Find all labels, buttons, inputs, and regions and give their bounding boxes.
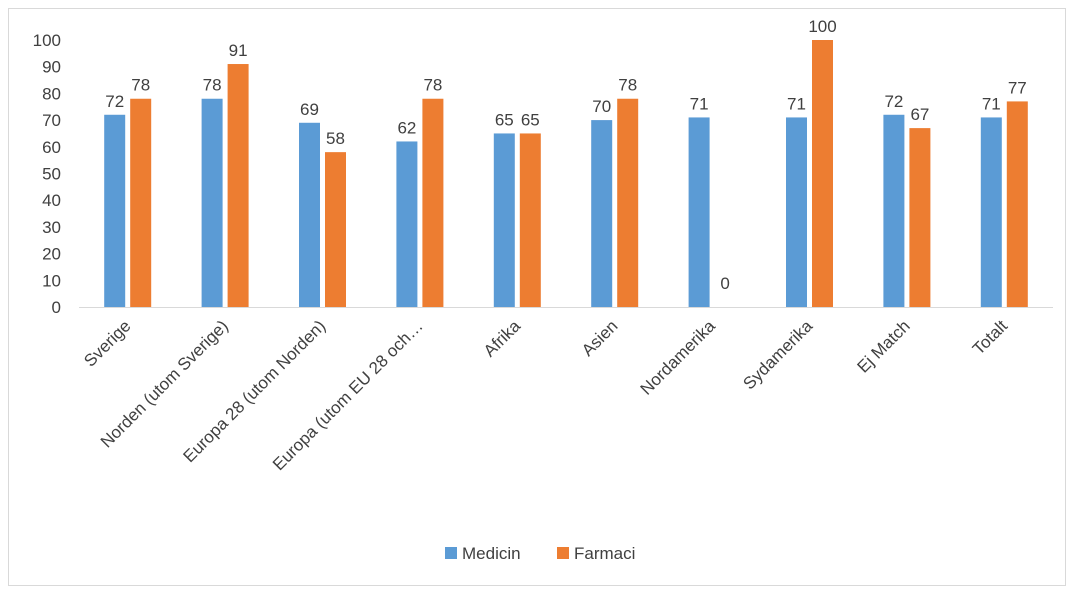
y-tick-label: 100 [33, 31, 61, 50]
data-label-medicin: 65 [495, 110, 514, 129]
legend-swatch-medicin [445, 547, 457, 559]
data-label-farmaci: 78 [618, 76, 637, 95]
y-tick-label: 0 [52, 298, 61, 317]
x-tick-label: Sverige [80, 316, 134, 370]
data-label-medicin: 70 [592, 97, 611, 116]
y-tick-label: 10 [42, 271, 61, 290]
data-label-farmaci: 77 [1008, 78, 1027, 97]
data-label-farmaci: 67 [910, 105, 929, 124]
bar-medicin [980, 117, 1002, 308]
bar-farmaci [422, 98, 444, 308]
bar-medicin [396, 141, 418, 307]
bar-farmaci [1006, 101, 1028, 307]
x-tick-label: Nordamerika [637, 316, 720, 399]
data-label-farmaci: 0 [720, 274, 729, 293]
legend-label-medicin: Medicin [462, 544, 521, 563]
data-label-medicin: 69 [300, 100, 319, 119]
bar-farmaci [130, 98, 152, 308]
data-label-medicin: 62 [397, 118, 416, 137]
data-label-medicin: 72 [105, 92, 124, 111]
legend-label-farmaci: Farmaci [574, 544, 635, 563]
y-tick-label: 30 [42, 218, 61, 237]
bar-medicin [591, 120, 613, 307]
bar-medicin [104, 114, 126, 307]
bar-farmaci [909, 128, 931, 307]
bar-medicin [688, 117, 710, 308]
bar-medicin [299, 122, 320, 308]
bar-medicin [786, 117, 807, 308]
y-tick-label: 80 [42, 84, 61, 103]
bar-medicin [201, 98, 223, 308]
x-tick-label: Totalt [969, 316, 1011, 358]
bar-farmaci [325, 152, 346, 307]
x-tick-label: Afrika [480, 316, 525, 361]
data-label-farmaci: 65 [521, 110, 540, 129]
bar-medicin [493, 133, 515, 307]
x-tick-label: Asien [578, 316, 622, 360]
bar-farmaci [227, 64, 249, 307]
data-label-medicin: 71 [787, 94, 806, 113]
data-label-farmaci: 78 [423, 76, 442, 95]
chart-area: 0 10 20 30 40 50 60 70 80 90 100 72 78 78 91 69 58 62 78 6… [8, 8, 1066, 586]
data-label-medicin: 71 [982, 94, 1001, 113]
x-tick-label: Sydamerika [739, 316, 816, 393]
x-tick-label: Ej Match [854, 316, 914, 376]
data-label-medicin: 72 [884, 92, 903, 111]
data-label-farmaci: 100 [808, 17, 836, 36]
data-label-farmaci: 91 [229, 41, 248, 60]
y-tick-label: 90 [42, 58, 61, 77]
data-label-farmaci: 58 [326, 129, 345, 148]
data-labels: 72 78 78 91 69 58 62 78 65 65 70 78 71 0 71 100 72 67 71 77 [105, 17, 1027, 293]
bar-chart: 0 10 20 30 40 50 60 70 80 90 100 72 78 78 91 69 58 62 78 6… [33, 17, 1053, 563]
data-label-farmaci: 78 [131, 76, 150, 95]
bars [104, 40, 1028, 308]
data-label-medicin: 78 [203, 76, 222, 95]
bar-farmaci [519, 133, 541, 307]
y-tick-label: 20 [42, 245, 61, 264]
y-tick-label: 50 [42, 165, 61, 184]
data-label-medicin: 71 [690, 94, 709, 113]
bar-farmaci [812, 40, 833, 307]
bar-farmaci [617, 98, 639, 308]
y-tick-label: 40 [42, 191, 61, 210]
y-axis-ticks: 0 10 20 30 40 50 60 70 80 90 100 [33, 31, 61, 317]
y-tick-label: 60 [42, 138, 61, 157]
legend-swatch-farmaci [557, 547, 569, 559]
legend: Medicin Farmaci [445, 544, 635, 563]
bar-medicin [883, 114, 905, 307]
y-tick-label: 70 [42, 111, 61, 130]
